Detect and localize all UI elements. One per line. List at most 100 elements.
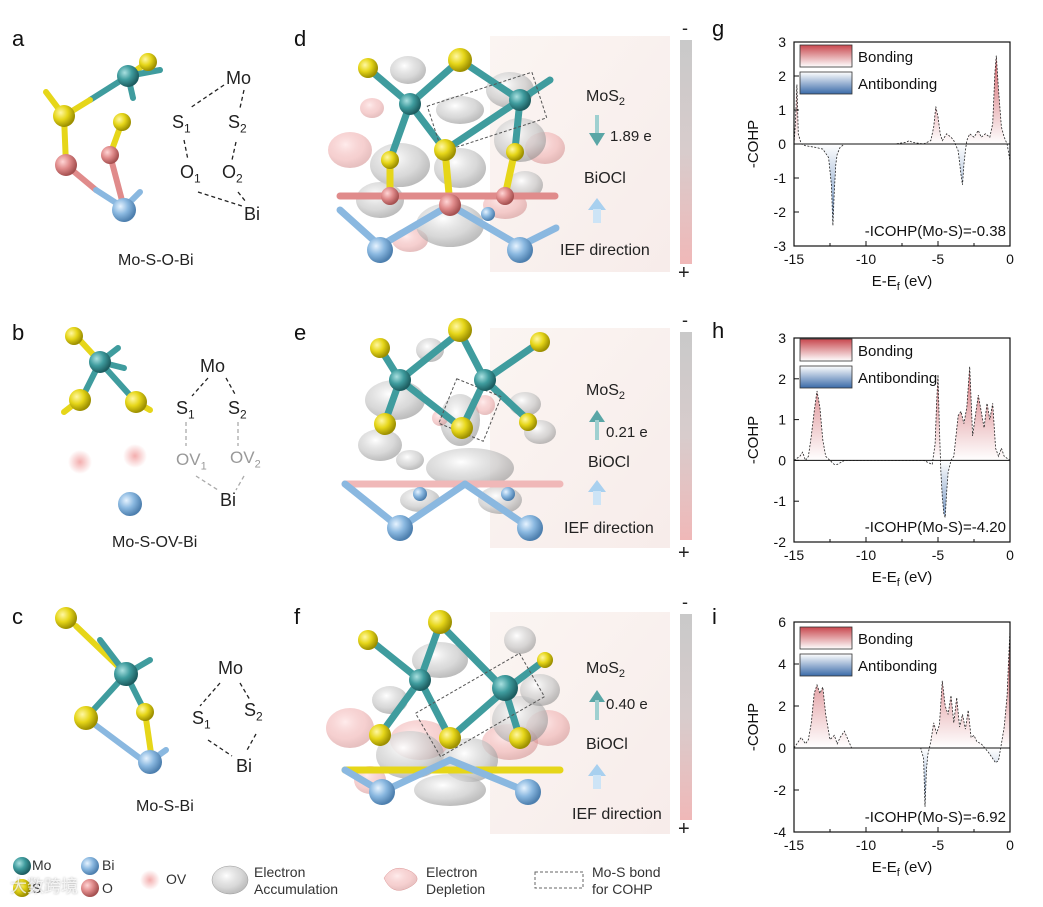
y-tick-label: 2 [778,698,786,714]
b-mo-label: Mo [200,356,226,376]
f-bottom-label: BiOCl [586,736,628,753]
a-s2-label: S2 [228,112,247,136]
y-tick-label: 2 [778,371,786,387]
a-bi-label: Bi [244,204,261,224]
arrow-icon-f-ief [588,764,606,789]
bonding-area [794,630,1010,748]
legend-antibonding-swatch [799,365,853,389]
panel-e-structure [341,318,670,548]
s-atom-icon [13,879,31,897]
ov-icon [140,870,160,890]
panel-b-structure [61,327,153,516]
panel-letter-f: f [294,604,301,629]
f-plus-label: + [678,818,690,840]
y-tick-label: -3 [774,238,787,254]
x-axis-label: E-Ef (eV) [872,273,933,293]
mo-s-bond-box-icon [534,871,584,889]
x-axis-label: E-Ef (eV) [872,569,933,589]
arrow-icon-e-ief [588,480,606,505]
y-tick-label: 1 [778,412,786,428]
chart-i: -15 -10 -5 0 -4 -2 0 2 4 6 -COHP E-Ef (eV) Bonding An… [745,614,1014,879]
d-plus-label: + [678,262,690,284]
y-tick-label: 4 [778,656,786,672]
x-tick-label: 0 [1006,547,1014,563]
panel-c-name: Mo-S-Bi [136,798,194,815]
legend-bonding-swatch [799,338,853,362]
x-tick-label: 0 [1006,837,1014,853]
e-charge-label: 0.21 e [606,424,648,441]
f-charge-label: 0.40 e [606,696,648,713]
y-tick-label: -2 [774,204,787,220]
d-charge-label: 1.89 e [610,128,652,145]
y-tick-label: 0 [778,740,786,756]
x-tick-label: -10 [856,837,876,853]
panel-f-colorbar [680,614,692,820]
legend-antibonding-swatch [799,71,853,95]
mo-atom-icon [13,857,31,875]
arrow-icon-e-charge [589,410,605,440]
legend-antibonding-label: Antibonding [858,658,937,675]
legend-antibonding-label: Antibonding [858,76,937,93]
y-tick-label: 0 [778,452,786,468]
c-s2-label: S2 [244,700,263,724]
panel-letter-g: g [712,16,725,41]
panel-c-structure [55,607,169,774]
e-minus-label: - [682,310,688,330]
legend-bonding-label: Bonding [858,631,913,648]
x-tick-label: -15 [784,547,804,563]
panel-d-structure [328,36,670,272]
e-ief-label: IEF direction [564,520,654,537]
e-plus-label: + [678,542,690,564]
b-s2-label: S2 [228,398,247,422]
legend-antibonding-label: Antibonding [858,370,937,387]
panel-a-structure [43,53,163,222]
panel-d-colorbar [680,40,692,264]
d-top-label: MoS2 [586,88,626,109]
panel-b-bond-diagram [185,377,245,491]
panel-c-bond-diagram [199,682,257,757]
x-tick-label: -5 [932,547,945,563]
panel-letter-c: c [12,604,23,629]
legend-bonding-swatch [799,626,853,650]
y-tick-label: 0 [778,136,786,152]
x-tick-label: -15 [784,251,804,267]
legend-bonding-swatch [799,44,853,68]
panel-letter-b: b [12,320,25,345]
o-atom-icon [81,879,99,897]
d-minus-label: - [682,18,688,38]
legend-ov-label: OV [166,871,187,887]
y-tick-label: -1 [774,170,787,186]
c-bi-label: Bi [236,756,253,776]
y-tick-label: -2 [774,782,787,798]
c-s1-label: S1 [192,708,211,732]
e-bottom-label: BiOCl [588,454,630,471]
a-o2-label: O2 [222,162,243,186]
y-axis-label: -COHP [745,703,762,751]
y-tick-label: 3 [778,34,786,50]
y-tick-label: 1 [778,102,786,118]
panel-letter-i: i [712,604,717,629]
b-ov1-label: OV1 [176,450,207,473]
y-tick-label: 6 [778,614,786,630]
panel-a-bond-diagram [183,84,247,207]
arrow-icon-d-ief [588,198,606,223]
y-tick-label: -1 [774,493,787,509]
x-tick-label: -5 [932,837,945,853]
icohp-annotation: -ICOHP(Mo-S)=-4.20 [865,519,1006,536]
x-tick-label: -10 [856,251,876,267]
legend-shapes [13,857,584,897]
y-tick-label: -4 [774,824,787,840]
y-axis-label: -COHP [745,416,762,464]
x-tick-label: -15 [784,837,804,853]
panel-e-colorbar [680,332,692,540]
panel-letter-a: a [12,26,25,51]
f-top-label: MoS2 [586,660,626,681]
arrow-icon-f-charge [589,690,605,720]
arrow-icon-d-charge [589,115,605,146]
cohp-line [793,630,1011,807]
panel-letter-h: h [712,318,725,343]
y-tick-label: 3 [778,330,786,346]
